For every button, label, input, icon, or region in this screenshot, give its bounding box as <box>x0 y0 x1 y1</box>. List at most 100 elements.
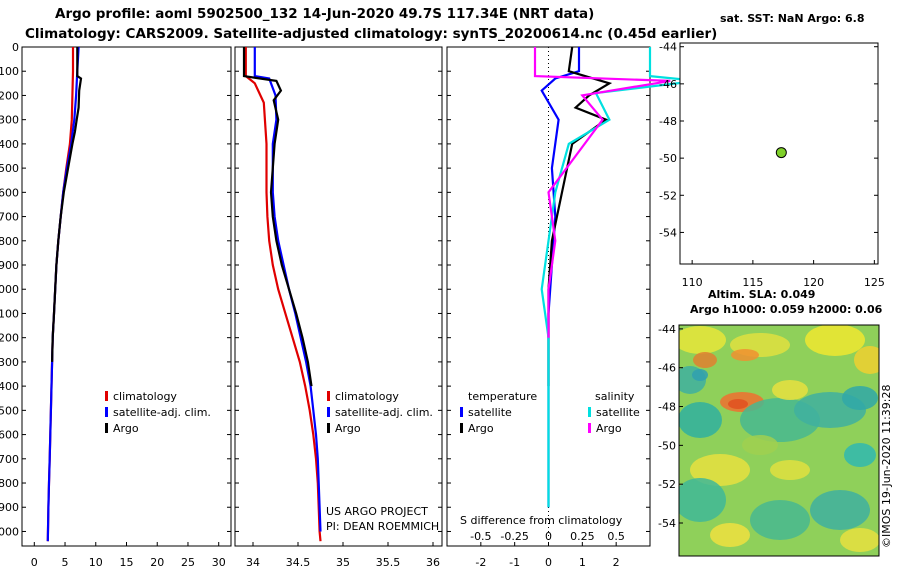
lon-tick-label: 115 <box>742 276 763 289</box>
y-tick-label: 800 <box>0 235 19 248</box>
series-line-climatology <box>244 47 322 542</box>
legend-swatch-sal-argo <box>588 423 591 433</box>
sla-patch <box>679 478 726 522</box>
y-tick-label: 1700 <box>0 453 19 466</box>
series-line-temperature-argo <box>547 46 613 387</box>
legend-label-satellite: satellite-adj. clim. <box>113 406 211 419</box>
lat-tick-label: -46 <box>658 362 676 375</box>
x-tick-label: 34 <box>246 556 260 569</box>
lat-tick-label: -52 <box>659 189 677 202</box>
difference-panel: -2 -1 0 1 2 -0.5 -0.25 0 0.25 0.5 <box>446 46 698 569</box>
credit-project: US ARGO PROJECT <box>326 505 428 518</box>
lat-tick-label: -46 <box>659 78 677 91</box>
y-tick-label: 1100 <box>0 307 19 320</box>
y-tick-label: 100 <box>0 65 19 78</box>
map2-title2: Argo h1000: 0.059 h2000: 0.06 <box>690 303 883 316</box>
x-tick-label: 35.5 <box>376 556 401 569</box>
lon-tick-label: 125 <box>864 276 885 289</box>
lat-tick-label: -50 <box>658 439 676 452</box>
y-tick-label: 1400 <box>0 380 19 393</box>
x-top-tick-label: -0.25 <box>500 530 528 543</box>
difference-axis-label: S difference from climatology <box>460 514 623 527</box>
series-line-argo <box>51 47 83 362</box>
sla-map: -44 -46 -48 -50 -52 -54 <box>658 323 880 557</box>
lat-tick-label: -48 <box>659 115 677 128</box>
plot-title-line1: Argo profile: aoml 5902500_132 14-Jun-20… <box>55 6 595 22</box>
series-line-argo <box>242 47 313 387</box>
plot-frame <box>21 46 232 547</box>
map2-title1: Altim. SLA: 0.049 <box>708 288 815 301</box>
legend-heading-salinity: salinity <box>595 390 635 403</box>
x-tick-label: 30 <box>212 556 226 569</box>
series-line-climatology <box>46 47 75 542</box>
plot-frame <box>234 46 443 547</box>
y-tick-label: 1600 <box>0 429 19 442</box>
series-line-salinity-argo <box>533 47 671 338</box>
x-tick-label: -1 <box>509 556 520 569</box>
y-tick-label: 700 <box>0 211 19 224</box>
legend-swatch-argo <box>105 423 108 433</box>
sla-patch <box>810 490 870 530</box>
series-line-satellite-adj-clim- <box>46 46 80 542</box>
location-map: -44 -46 -48 -50 -52 -54 110 115 120 125 <box>659 41 885 289</box>
x-tick-label: 35 <box>336 556 350 569</box>
sla-patch <box>690 454 750 486</box>
sla-patch <box>770 460 810 480</box>
sla-patch <box>710 523 750 547</box>
sla-patch <box>728 399 748 409</box>
lat-tick-label: -54 <box>659 226 677 239</box>
legend-label-argo: Argo <box>113 422 139 435</box>
y-tick-label: 500 <box>0 162 19 175</box>
sla-map-frame <box>678 324 880 557</box>
x-tick-label: 15 <box>120 556 134 569</box>
legend-swatch-satellite <box>327 407 330 417</box>
sla-patch <box>742 435 778 455</box>
x-tick-label: -2 <box>475 556 486 569</box>
y-tick-label: 600 <box>0 186 19 199</box>
credit-pi: PI: DEAN ROEMMICH <box>326 520 439 533</box>
x-tick-label: 25 <box>181 556 195 569</box>
y-tick-label: 2000 <box>0 525 19 538</box>
legend-swatch-argo <box>327 423 330 433</box>
legend-swatch-temp-argo <box>460 423 463 433</box>
y-tick-label: 400 <box>0 138 19 151</box>
imos-stamp: ©IMOS 19-Jun-2020 11:39:28 <box>880 384 893 548</box>
temperature-panel: 0100200300400500600700800900100011001200… <box>0 41 232 569</box>
legend-swatch-temp-satellite <box>460 407 463 417</box>
lat-tick-label: -44 <box>659 41 677 54</box>
y-tick-label: 300 <box>0 114 19 127</box>
x-tick-label: 2 <box>613 556 620 569</box>
x-tick-label: 5 <box>62 556 69 569</box>
y-tick-label: 1500 <box>0 404 19 417</box>
lat-tick-label: -48 <box>658 401 676 414</box>
legend-swatch-satellite <box>105 407 108 417</box>
map1-title: sat. SST: NaN Argo: 6.8 <box>720 12 864 25</box>
lat-tick-label: -54 <box>658 517 676 530</box>
plot-title-line2: Climatology: CARS2009. Satellite-adjuste… <box>25 26 718 42</box>
lon-tick-label: 110 <box>682 276 703 289</box>
x-tick-label: 1 <box>579 556 586 569</box>
y-tick-label: 1900 <box>0 501 19 514</box>
sla-patch <box>693 352 717 368</box>
x-tick-label: 34.5 <box>286 556 311 569</box>
legend-label-temp-argo: Argo <box>468 422 494 435</box>
legend-label-temp-satellite: satellite <box>468 406 512 419</box>
legend-label-sal-argo: Argo <box>596 422 622 435</box>
lat-tick-label: -44 <box>658 323 676 336</box>
sla-patch <box>840 528 879 552</box>
x-tick-label: 36 <box>426 556 440 569</box>
legend-swatch-sal-satellite <box>588 407 591 417</box>
sla-patch <box>679 326 726 354</box>
sla-patch <box>854 346 879 374</box>
series-line-temperature-satellite <box>540 47 581 508</box>
legend-salinity: climatology satellite-adj. clim. Argo <box>327 390 433 435</box>
lon-tick-label: 120 <box>803 276 824 289</box>
x-top-tick-label: 0 <box>545 530 552 543</box>
x-tick-label: 20 <box>150 556 164 569</box>
sla-field <box>679 325 879 556</box>
legend-label-climatology: climatology <box>335 390 399 403</box>
x-top-tick-label: -0.5 <box>470 530 491 543</box>
sla-patch <box>679 402 722 438</box>
legend-label-climatology: climatology <box>113 390 177 403</box>
